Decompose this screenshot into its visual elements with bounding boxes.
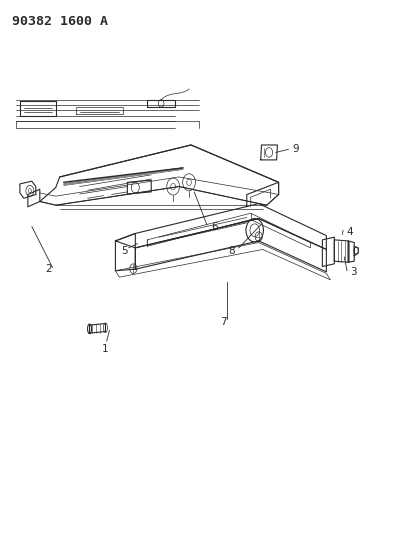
Text: 1: 1 bbox=[102, 344, 109, 354]
Text: 5: 5 bbox=[121, 246, 127, 255]
Text: 3: 3 bbox=[350, 267, 357, 277]
Text: 7: 7 bbox=[220, 318, 227, 327]
Text: 6: 6 bbox=[211, 222, 218, 231]
Text: 4: 4 bbox=[346, 227, 353, 237]
Text: 90382 1600 A: 90382 1600 A bbox=[12, 15, 108, 28]
Text: 2: 2 bbox=[45, 264, 52, 274]
Text: 9: 9 bbox=[293, 144, 299, 154]
Text: 8: 8 bbox=[228, 246, 235, 255]
